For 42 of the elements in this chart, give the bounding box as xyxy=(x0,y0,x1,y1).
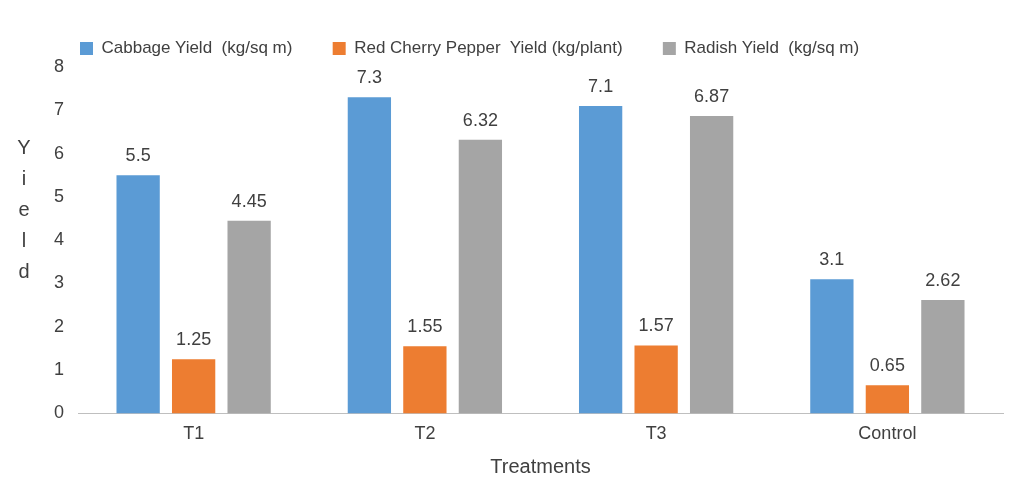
x-tick-label: Control xyxy=(858,423,917,444)
y-tick-label: 4 xyxy=(54,229,65,250)
y-tick-label: 2 xyxy=(54,315,65,336)
data-label: 2.62 xyxy=(925,269,961,290)
bar xyxy=(171,359,216,414)
y-tick-label: 7 xyxy=(54,99,65,120)
y-tick-label: 0 xyxy=(54,402,65,423)
data-label: 1.25 xyxy=(176,329,212,350)
bar xyxy=(689,115,734,414)
data-label: 4.45 xyxy=(231,190,267,211)
bar xyxy=(227,220,271,414)
data-label: 6.87 xyxy=(694,85,730,106)
data-label: 0.65 xyxy=(869,355,905,376)
bar xyxy=(403,346,447,414)
x-tick-label: T2 xyxy=(414,423,436,444)
data-label: 7.1 xyxy=(588,75,614,96)
bar xyxy=(578,105,623,414)
data-label: 1.57 xyxy=(638,315,674,336)
y-tick-label: 5 xyxy=(54,185,65,206)
data-label: 1.55 xyxy=(407,316,443,337)
legend-label: Red Cherry Pepper Yield (kg/plant) xyxy=(354,38,623,58)
data-label: 3.1 xyxy=(819,249,845,270)
bar xyxy=(116,175,160,414)
y-tick-label: 6 xyxy=(54,142,65,163)
x-tick-label: T3 xyxy=(645,423,667,444)
y-tick-label: 1 xyxy=(54,359,65,380)
y-tick-label: 3 xyxy=(54,272,65,293)
bar xyxy=(347,97,392,414)
bar xyxy=(810,279,854,414)
y-tick-label: 8 xyxy=(54,55,65,76)
bar xyxy=(865,385,910,414)
data-label: 5.5 xyxy=(125,145,151,166)
bar xyxy=(634,345,678,414)
y-axis-title: Yield xyxy=(17,135,31,282)
data-label: 7.3 xyxy=(356,67,382,88)
bar xyxy=(921,299,965,414)
legend-label: Cabbage Yield (kg/sq m) xyxy=(101,38,293,58)
data-label: 6.32 xyxy=(462,109,498,130)
x-axis-title: Treatments xyxy=(490,454,591,477)
x-tick-label: T1 xyxy=(183,423,205,444)
bar xyxy=(458,139,503,414)
legend-label: Radish Yield (kg/sq m) xyxy=(684,38,860,58)
